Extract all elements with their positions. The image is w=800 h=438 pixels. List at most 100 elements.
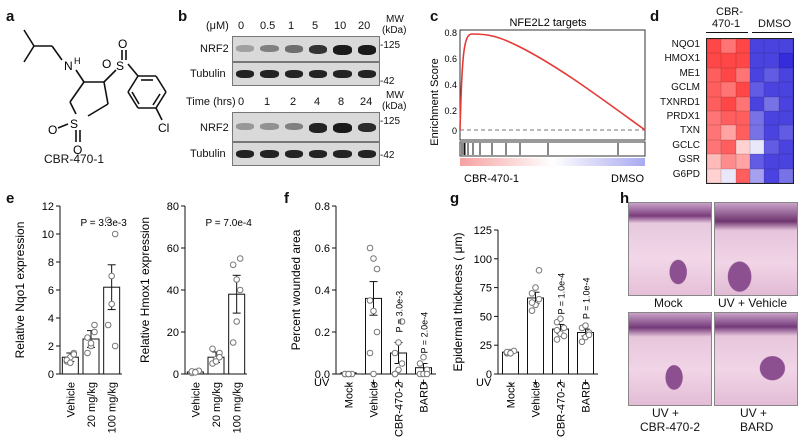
nrf2-band [260, 45, 279, 53]
heatmap-cell [721, 168, 736, 183]
bar-charts: 0 2 4 6 8 10 12 Relative Nqo1 expression Vehicle… [13, 201, 598, 437]
y-tick-label: 50 [480, 311, 492, 323]
heatmap-cell [764, 111, 779, 126]
time-value: 4 [314, 96, 321, 108]
histology-label-uv-cbr-2: CBR-470-2 [640, 420, 701, 434]
group1-bracket [706, 32, 748, 33]
gsea-title: NFE2L2 targets [509, 17, 587, 29]
heatmap-cell [707, 154, 722, 169]
data-point [229, 339, 237, 346]
category-label: Mock [506, 382, 518, 409]
heatmap-cell [778, 168, 793, 183]
nrf2-band [309, 123, 328, 133]
gsea-ytick: 0 [452, 126, 457, 136]
category-label: 20 mg/kg [211, 382, 223, 427]
nrf2-band [357, 45, 376, 55]
nrf2-band [236, 123, 255, 130]
y-tick-label: 0 [486, 369, 492, 381]
heatmap-cell [764, 82, 779, 97]
gene-label: TXN [680, 125, 700, 137]
panel-label-f: f [284, 190, 289, 207]
heatmap-cell [750, 96, 765, 111]
panel-label-b: b [178, 8, 188, 25]
category-label: CBR-470-2 [394, 382, 406, 437]
time-value: 8 [338, 96, 345, 108]
data-point [553, 336, 561, 343]
y-axis-label: Relative Nqo1 expression [13, 222, 27, 359]
category-label: Vehicle [369, 382, 381, 417]
histology-label-uv-bard-2: BARD [740, 420, 774, 434]
gene-label: HMOX1 [664, 53, 700, 65]
uv-label: UV [476, 377, 492, 389]
chemical-structure: N H S O O S O O Cl [23, 29, 169, 157]
data-point [373, 265, 381, 273]
dose-value: 20 [358, 20, 371, 32]
category-label: BARD [581, 382, 593, 413]
time-value: 24 [360, 96, 373, 108]
heatmap-cell [778, 125, 793, 140]
heatmap-cell [750, 139, 765, 155]
heatmap-cell [721, 53, 736, 68]
heatmap-cell [735, 125, 750, 140]
heatmap-cell [707, 125, 722, 140]
atom-s-ring: S [70, 117, 78, 131]
heatmap-cell [764, 53, 779, 68]
dose-value: 1 [288, 20, 295, 32]
heatmap-cell [778, 154, 793, 169]
group2-bracket [752, 32, 792, 33]
heatmap-cell [707, 168, 722, 183]
gsea-ylabel: Enrichment Score [429, 58, 441, 145]
gsea-ytick: 0.6 [444, 54, 457, 64]
y-tick-label: 60 [167, 243, 179, 255]
heatmap-gene-labels: NQO1 HMOX1 ME1 GCLM TXNRD1 PRDX1 TXN GCLC GSR G6P… [652, 38, 704, 182]
data-point [391, 349, 399, 357]
data-point [366, 349, 374, 357]
tubulin-band [260, 150, 279, 158]
data-point [229, 261, 237, 269]
time-values-row: 0 1 2 4 8 24 [236, 96, 378, 110]
gsea-plot: NFE2L2 targets Enrichment Score 0.8 0.6 … [429, 17, 646, 185]
y-tick-label: 4 [48, 313, 54, 325]
heatmap-cell [750, 154, 765, 169]
heatmap-group1-line2: 470-1 [712, 18, 741, 30]
data-point [585, 331, 593, 339]
atom-o-ring-2: O [73, 143, 82, 157]
panel-label-g: g [450, 190, 460, 207]
uv-sign: + [532, 377, 538, 389]
y-tick-label: 0 [48, 369, 54, 381]
data-point [370, 307, 377, 315]
heatmap-cell [721, 154, 736, 169]
y-tick-label: 125 [474, 225, 492, 237]
data-point [370, 255, 377, 262]
data-point [395, 339, 402, 346]
data-point [111, 342, 119, 350]
heatmap-cell [735, 139, 750, 155]
atom-cl: Cl [158, 121, 169, 135]
histology-label-mock: Mock [654, 296, 683, 310]
category-label: BARD [419, 382, 431, 413]
tubulin-band [284, 70, 303, 78]
y-tick-label: 40 [167, 285, 179, 297]
tubulin-band [333, 70, 352, 78]
heatmap-cell [764, 39, 779, 54]
data-point [366, 244, 374, 252]
uv-sign: + [370, 377, 376, 389]
atom-n: N [64, 59, 73, 73]
data-point [91, 321, 98, 329]
nrf2-band [236, 45, 255, 52]
dose-value: 10 [334, 20, 347, 32]
heatmap-cell [707, 39, 722, 54]
atom-o-ring-1: O [48, 123, 57, 137]
tubulin-band [333, 150, 352, 158]
y-tick-label: 8 [48, 257, 54, 269]
data-point [108, 300, 115, 308]
time-value: 0 [238, 96, 245, 108]
panel-label-c: c [430, 8, 439, 25]
heatmap-cell [778, 39, 793, 54]
p-value-annotation: P = 3.0e-3 [395, 291, 405, 333]
heatmap-cell [721, 67, 736, 83]
y-tick-label: 0.6 [315, 243, 330, 255]
time-value: 1 [264, 96, 271, 108]
data-point [91, 328, 98, 336]
heatmap-cell [764, 139, 779, 155]
